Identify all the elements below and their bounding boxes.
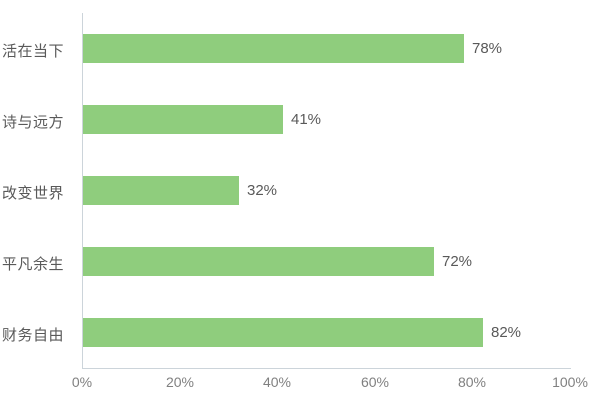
category-label: 活在当下	[1, 43, 64, 60]
y-axis-line	[82, 13, 83, 369]
x-tick-label: 100%	[552, 374, 588, 390]
category-label: 诗与远方	[1, 114, 64, 131]
value-label: 41%	[291, 111, 322, 128]
bar	[83, 318, 483, 347]
value-label: 78%	[472, 40, 503, 57]
x-axis-line	[82, 368, 571, 369]
x-tick-label: 0%	[71, 374, 93, 390]
value-label: 72%	[442, 253, 473, 270]
bar	[83, 34, 464, 63]
bar	[83, 247, 434, 276]
category-label: 财务自由	[1, 327, 64, 344]
value-label: 32%	[247, 182, 278, 199]
bar	[83, 105, 283, 134]
x-tick-label: 40%	[262, 374, 292, 390]
category-label: 改变世界	[1, 185, 64, 202]
x-tick-label: 80%	[457, 374, 487, 390]
category-label: 平凡余生	[1, 256, 64, 273]
x-tick-label: 20%	[165, 374, 195, 390]
bar	[83, 176, 239, 205]
x-tick-label: 60%	[360, 374, 390, 390]
value-label: 82%	[491, 324, 522, 341]
